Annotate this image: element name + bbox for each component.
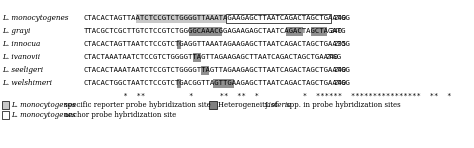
Text: CTACACTAGTTAATCTCCGTCTGGGGTTAAATAGAAGAGCTTAATCAGACTAGCTGAATGG: CTACACTAGTTAATCTCCGTCTGGGGTTAAATAGAAGAGC… (83, 15, 350, 21)
Text: 240: 240 (334, 80, 346, 86)
Text: 235: 235 (334, 41, 346, 47)
Text: spp. in probe hybridization sites: spp. in probe hybridization sites (284, 101, 401, 109)
Bar (291, 26, 294, 36)
Bar (229, 78, 234, 87)
Bar (213, 78, 218, 87)
Text: L. welshimeri: L. welshimeri (2, 79, 52, 87)
Text: L. monocytogenes: L. monocytogenes (2, 14, 68, 22)
Bar (221, 78, 226, 87)
Bar (213, 26, 218, 36)
Text: L. seeligeri: L. seeligeri (2, 66, 43, 74)
Text: L. monocytogenes: L. monocytogenes (11, 101, 75, 109)
Bar (197, 53, 201, 62)
Text: L. grayi: L. grayi (2, 27, 30, 35)
Bar (226, 78, 229, 87)
Bar (315, 26, 319, 36)
Text: L. ivanovii: L. ivanovii (2, 53, 40, 61)
Bar (193, 53, 197, 62)
Text: Heterogeneity of: Heterogeneity of (218, 101, 281, 109)
Bar (137, 13, 226, 22)
Bar (311, 26, 315, 36)
Bar (193, 26, 197, 36)
Text: 240: 240 (325, 54, 338, 60)
Text: L. innocua: L. innocua (2, 40, 40, 48)
Bar (201, 66, 205, 74)
Text: L. monocytogenes: L. monocytogenes (11, 111, 75, 119)
Bar (205, 66, 210, 74)
Bar (201, 26, 205, 36)
Bar (2, 101, 9, 109)
Text: 240: 240 (329, 28, 343, 34)
Bar (323, 26, 327, 36)
Bar (218, 78, 221, 87)
Bar (2, 111, 9, 119)
Text: anchor probe hybridization site: anchor probe hybridization site (62, 111, 176, 119)
Bar (189, 26, 193, 36)
Bar (177, 78, 181, 87)
Bar (197, 26, 201, 36)
Bar (218, 26, 221, 36)
Bar (299, 26, 302, 36)
Bar (286, 26, 291, 36)
Text: *  **          *      **  **  *          *  ******  ****************  **  *: * ** * ** ** * * ****** ****************… (83, 93, 451, 99)
Bar (205, 26, 210, 36)
Text: CTACACTAGTTAATCTCCGTCTGAGGTTAAATAGAAGAGCTTAATCAGACTAGCTGAATGG: CTACACTAGTTAATCTCCGTCTGAGGTTAAATAGAAGAGC… (83, 41, 350, 47)
Text: TTACGCTCGCTTGTCTCCGTCTGGGGCAAACGGAGAAGAGCTAATCAGACTAGCTAGATG: TTACGCTCGCTTGTCTCCGTCTGGGGCAAACGGAGAAGAG… (83, 28, 346, 34)
Bar (319, 26, 323, 36)
Bar (177, 40, 181, 49)
Bar (209, 101, 217, 109)
Text: Listeria: Listeria (264, 101, 291, 109)
Text: CTACTAAATAATCTCCGTCTGGGGTTAGTTAGAAGAGCTTAATCAGACTAGCTGAATGG: CTACTAAATAATCTCCGTCTGGGGTTAGTTAGAAGAGCTT… (83, 54, 342, 60)
Bar (294, 26, 299, 36)
Bar (226, 13, 331, 22)
Text: CTACACTGGCTAATCTCCGTCTGACGGTTAGTTGAAGAGCTTAATCAGACTAGCTGAATGG: CTACACTGGCTAATCTCCGTCTGACGGTTAGTTGAAGAGC… (83, 80, 350, 86)
Text: CTACACTAAATAATCTCCGTCTGGGGTTAGTTAGAAGAGCTTAATCAGACTAGCTGAATGG: CTACACTAAATAATCTCCGTCTGGGGTTAGTTAGAAGAGC… (83, 67, 350, 73)
Text: 240: 240 (334, 67, 346, 73)
Bar (210, 26, 213, 36)
Text: specific reporter probe hybridization site: specific reporter probe hybridization si… (62, 101, 210, 109)
Text: 240: 240 (334, 15, 346, 21)
